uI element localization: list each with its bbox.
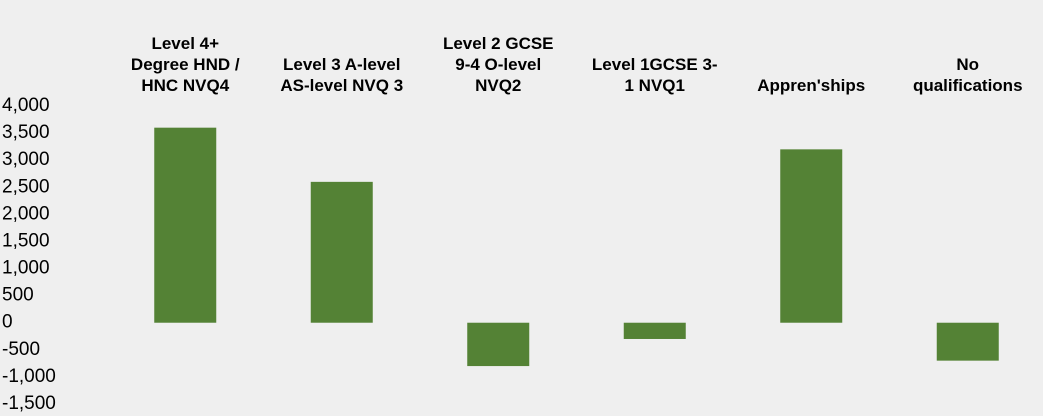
y-tick-label: -1,000 <box>2 366 56 387</box>
bar <box>623 322 686 339</box>
bar <box>936 322 999 361</box>
bar <box>467 322 530 367</box>
x-tick-label: No qualifications <box>912 55 1023 95</box>
bar <box>154 127 217 323</box>
x-tick-label: Level 4+ Degree HND / HNC NVQ4 <box>130 34 240 95</box>
x-tick-label: Level 3 A-level AS-level NVQ 3 <box>280 55 404 95</box>
x-tick-label: Level 2 GCSE 9-4 O-level NVQ2 <box>442 34 554 95</box>
y-tick-label: 500 <box>2 285 34 306</box>
y-tick-label: 2,500 <box>2 176 50 197</box>
y-tick-label: 3,500 <box>2 122 50 143</box>
y-tick-label: 2,000 <box>2 203 50 224</box>
y-tick-label: -1,500 <box>2 393 56 414</box>
y-tick-label: 1,500 <box>2 230 50 251</box>
y-tick-label: 3,000 <box>2 149 50 170</box>
y-tick-label: 4,000 <box>2 95 50 116</box>
bar <box>780 149 843 323</box>
bar <box>310 181 373 323</box>
x-tick-label: Appren'ships <box>757 76 866 95</box>
y-tick-label: -500 <box>2 339 40 360</box>
x-tick-label: Level 1GCSE 3-1 NVQ1 <box>591 55 718 95</box>
y-tick-label: 1,000 <box>2 258 50 279</box>
y-tick-label: 0 <box>2 312 13 333</box>
